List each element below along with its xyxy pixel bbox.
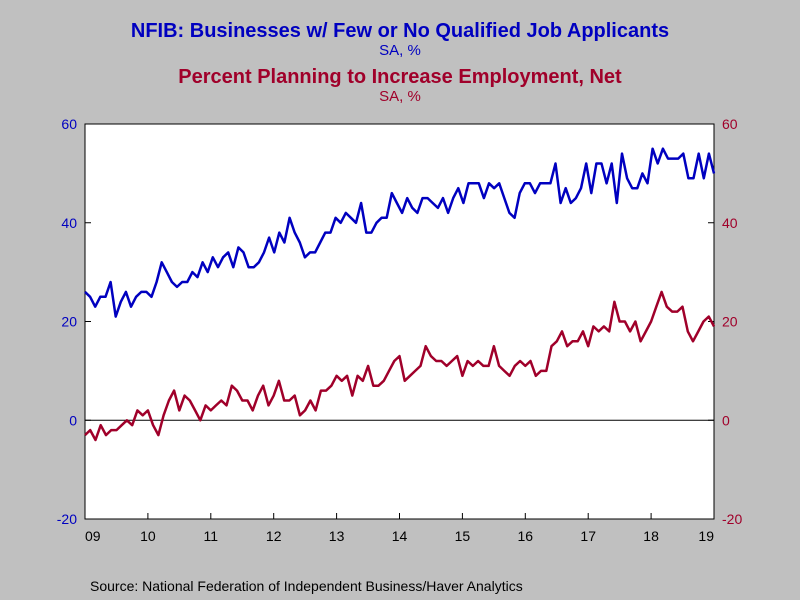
chart-subtitle-primary: SA, %	[379, 42, 421, 59]
x-tick-label: 15	[455, 528, 471, 544]
y-tick-label-left: 60	[61, 116, 77, 132]
x-tick-label: 10	[140, 528, 156, 544]
y-tick-label-right: 0	[722, 412, 730, 428]
y-tick-label-left: -20	[57, 511, 77, 527]
y-tick-label-right: 40	[722, 215, 738, 231]
series-line-qualified-applicants	[84, 147, 716, 318]
x-tick-label: 14	[392, 528, 408, 544]
series-line-increase-employment	[84, 290, 716, 442]
chart-title-primary: NFIB: Businesses w/ Few or No Qualified …	[130, 20, 670, 42]
x-tick-label: 09	[85, 528, 101, 544]
x-tick-label: 18	[643, 528, 659, 544]
x-tick-label: 11	[204, 528, 219, 544]
x-tick-label: 16	[518, 528, 534, 544]
y-tick-label-right: 60	[722, 116, 738, 132]
y-tick-label-left: 20	[61, 314, 77, 330]
x-tick-label: 12	[266, 528, 282, 544]
chart-subtitle-secondary: SA, %	[379, 88, 421, 105]
x-tick-label: 19	[698, 528, 714, 544]
y-tick-label-left: 0	[69, 412, 77, 428]
y-tick-label-right: 20	[722, 314, 738, 330]
y-tick-label-right: -20	[722, 511, 742, 527]
source-note: Source: National Federation of Independe…	[90, 578, 523, 594]
x-tick-label: 13	[329, 528, 345, 544]
chart-title-secondary: Percent Planning to Increase Employment,…	[178, 66, 622, 88]
y-tick-label-left: 40	[61, 215, 77, 231]
plot-area	[84, 123, 715, 520]
x-tick-label: 17	[580, 528, 596, 544]
